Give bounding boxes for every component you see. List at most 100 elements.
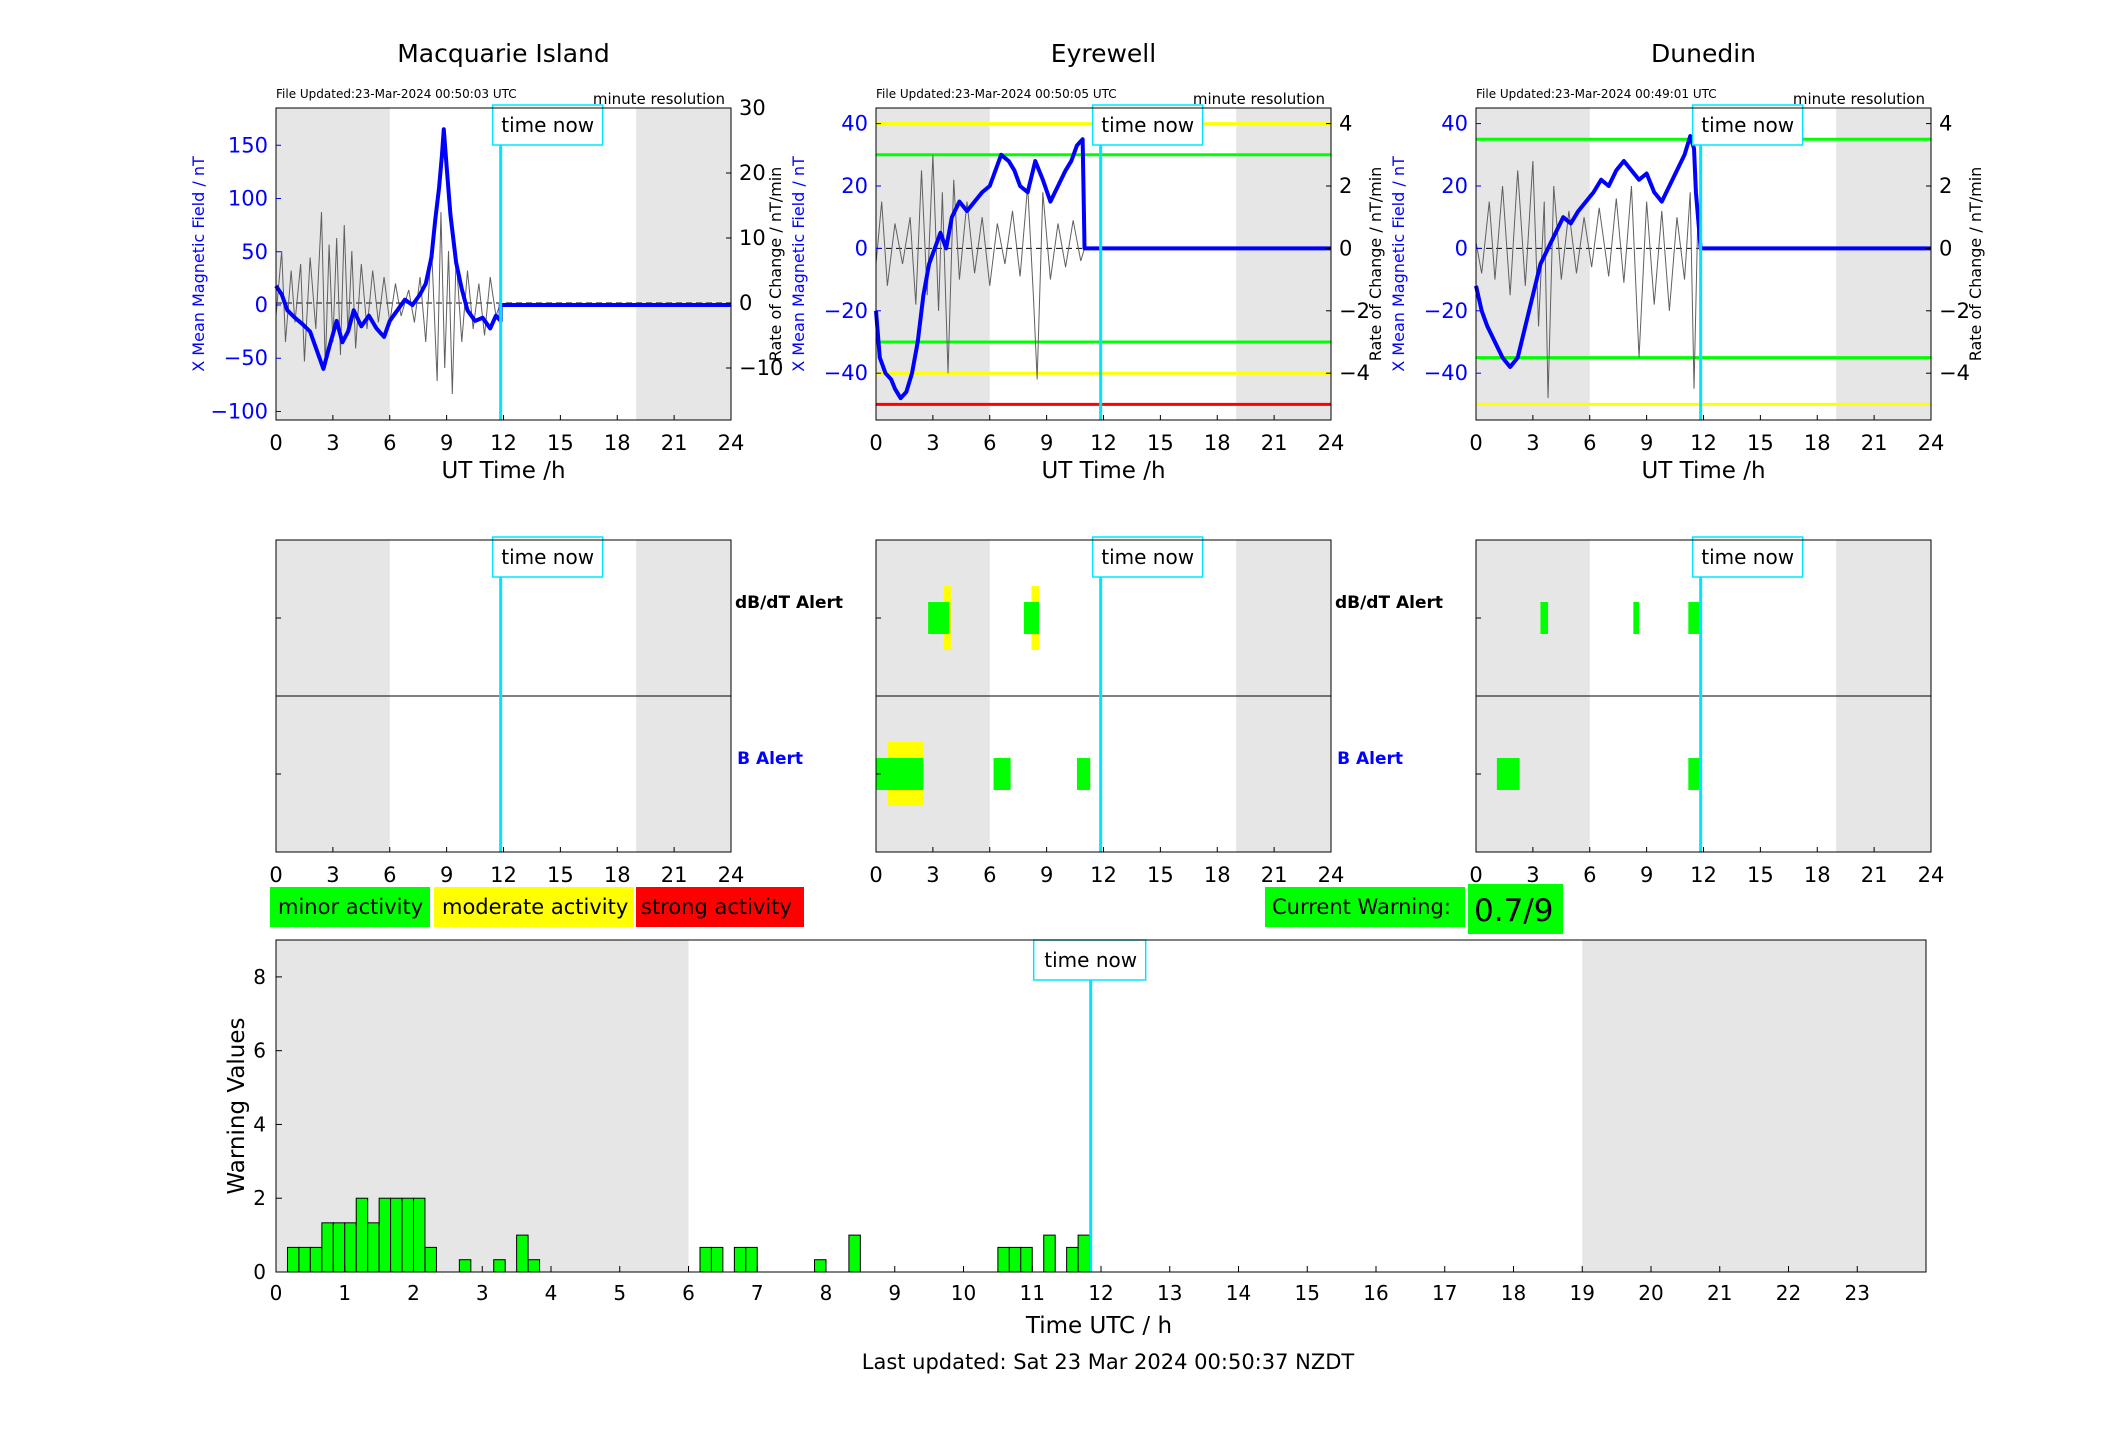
x-tick-label: 9: [1640, 863, 1653, 887]
x-axis-label: UT Time /h: [1041, 458, 1165, 484]
y-right-tick-label: 10: [739, 226, 766, 250]
y-left-tick-label: 0: [255, 293, 268, 317]
x-tick-label: 24: [1918, 431, 1945, 455]
y-left-axis-label: X Mean Magnetic Field / nT: [189, 156, 208, 372]
rate-of-change-series: [875, 154, 1086, 380]
y-left-tick-label: −20: [1424, 299, 1468, 323]
b-alert-mark-minor: [876, 758, 924, 790]
x-tick-label: 18: [1804, 431, 1831, 455]
x-tick-label: 9: [1040, 863, 1053, 887]
warning-bar: [378, 1197, 392, 1273]
y-left-tick-label: 50: [241, 240, 268, 264]
warning-bar: [355, 1197, 369, 1273]
x-tick-label: 18: [604, 863, 631, 887]
warning-bar: [390, 1197, 403, 1273]
panels-layer: Macquarie Island time now File Updated:23-…: [189, 39, 1985, 1339]
y-right-tick-label: 0: [1339, 236, 1352, 260]
x-tick-label: 17: [1432, 1281, 1457, 1305]
current-warning-label-box: [1265, 887, 1465, 927]
alert-panel-dunedin: time now 0 3 6 9 12 15 18 21 24: [1469, 536, 1944, 887]
warning-bar: [710, 1246, 724, 1273]
night-shade: [1236, 108, 1331, 420]
time-now-box: [1032, 939, 1147, 981]
time-now-label: time now: [1101, 113, 1194, 137]
warning-bar: [1077, 1234, 1091, 1273]
alert-panel-eyrewell: time now 0 3 6 9 12 15 18 21 24 dB/dT Alert B Alert: [869, 536, 1443, 887]
time-now-label: time now: [501, 545, 594, 569]
x-tick-label: 12: [490, 863, 517, 887]
x-tick-label: 15: [1147, 863, 1174, 887]
x-tick-label: 6: [983, 431, 996, 455]
warning-bar: [1008, 1246, 1022, 1273]
x-tick-label: 12: [1690, 431, 1717, 455]
file-updated-label: File Updated:23-Mar-2024 00:49:01 UTC: [1476, 87, 1717, 101]
y-right-tick-label: −2: [1939, 299, 1970, 323]
y-left-axis-label: X Mean Magnetic Field / nT: [789, 156, 808, 372]
warning-bar: [367, 1222, 380, 1273]
x-tick-label: 0: [1469, 863, 1482, 887]
warning-bar: [1066, 1246, 1079, 1273]
night-shade: [1582, 940, 1926, 1272]
x-axis-label: UT Time /h: [441, 458, 565, 484]
y-tick-label: 2: [253, 1186, 266, 1210]
mag-panel-eyrewell: Eyrewell time now File Updated:23-Mar-2024…: [789, 39, 1385, 484]
x-tick-label: 6: [1583, 863, 1596, 887]
b-alert-mark-minor: [1076, 758, 1091, 790]
x-tick-label: 24: [718, 431, 745, 455]
x-tick-label: 1: [338, 1281, 351, 1305]
x-tick-label: 16: [1363, 1281, 1388, 1305]
time-now-box: [1691, 104, 1804, 146]
y-right-tick-label: −4: [1339, 361, 1370, 385]
activity-legend: minor activity moderate activity strong …: [270, 887, 804, 927]
y-tick-label: 6: [253, 1039, 266, 1063]
b-alert-label: B Alert: [737, 749, 803, 769]
x-tick-label: 21: [1861, 431, 1888, 455]
x-tick-label: 12: [1690, 863, 1717, 887]
x-mean-field-series: [1474, 134, 1931, 369]
y-right-axis-label: Rate of Change / nT/min: [766, 167, 785, 362]
y-left-tick-label: 0: [855, 236, 868, 260]
x-mean-field-series: [874, 137, 1331, 401]
x-tick-label: 4: [545, 1281, 558, 1305]
y-left-tick-label: 40: [1441, 112, 1468, 136]
y-right-tick-label: 4: [1339, 112, 1352, 136]
x-tick-label: 3: [1526, 863, 1539, 887]
warning-bar: [733, 1246, 747, 1273]
legend-strong-swatch: [636, 887, 804, 927]
dbdt-alert-mark-minor: [1633, 602, 1640, 634]
x-tick-label: 6: [383, 431, 396, 455]
y-tick-label: 4: [253, 1112, 266, 1136]
x-tick-label: 3: [476, 1281, 489, 1305]
file-updated-label: File Updated:23-Mar-2024 00:50:05 UTC: [876, 87, 1117, 101]
current-warning-label: Current Warning:: [1272, 895, 1451, 919]
alert-panel-macquarie-island: time now 0 3 6 9 12 15 18 21 24 dB/dT Alert B Alert: [269, 536, 843, 887]
warning-bar: [1020, 1246, 1033, 1273]
x-tick-label: 12: [490, 431, 517, 455]
warning-bar: [745, 1246, 758, 1273]
y-left-tick-label: −50: [224, 346, 268, 370]
x-tick-label: 9: [888, 1281, 901, 1305]
time-now-label: time now: [1044, 948, 1137, 972]
station-title: Macquarie Island: [397, 39, 610, 68]
x-axis-label: UT Time /h: [1641, 458, 1765, 484]
x-tick-label: 6: [682, 1281, 695, 1305]
resolution-label: minute resolution: [1193, 90, 1325, 108]
x-tick-label: 15: [1747, 431, 1774, 455]
dbdt-alert-mark-minor: [1023, 602, 1040, 634]
x-tick-label: 15: [547, 431, 574, 455]
x-tick-label: 7: [751, 1281, 764, 1305]
x-tick-label: 12: [1090, 431, 1117, 455]
y-right-tick-label: 30: [739, 96, 766, 120]
current-warning: Current Warning: 0.7/9: [1265, 884, 1563, 934]
rate-of-change-series: [275, 211, 502, 395]
x-tick-label: 15: [1295, 1281, 1320, 1305]
time-now-label: time now: [1701, 545, 1794, 569]
station-title: Eyrewell: [1051, 39, 1156, 68]
time-now-box: [1691, 536, 1804, 578]
current-warning-value-box: [1468, 884, 1563, 934]
time-now-box: [1091, 536, 1204, 578]
x-tick-label: 14: [1226, 1281, 1251, 1305]
x-tick-label: 18: [1804, 863, 1831, 887]
x-tick-label: 24: [718, 863, 745, 887]
y-left-tick-label: 100: [228, 187, 268, 211]
